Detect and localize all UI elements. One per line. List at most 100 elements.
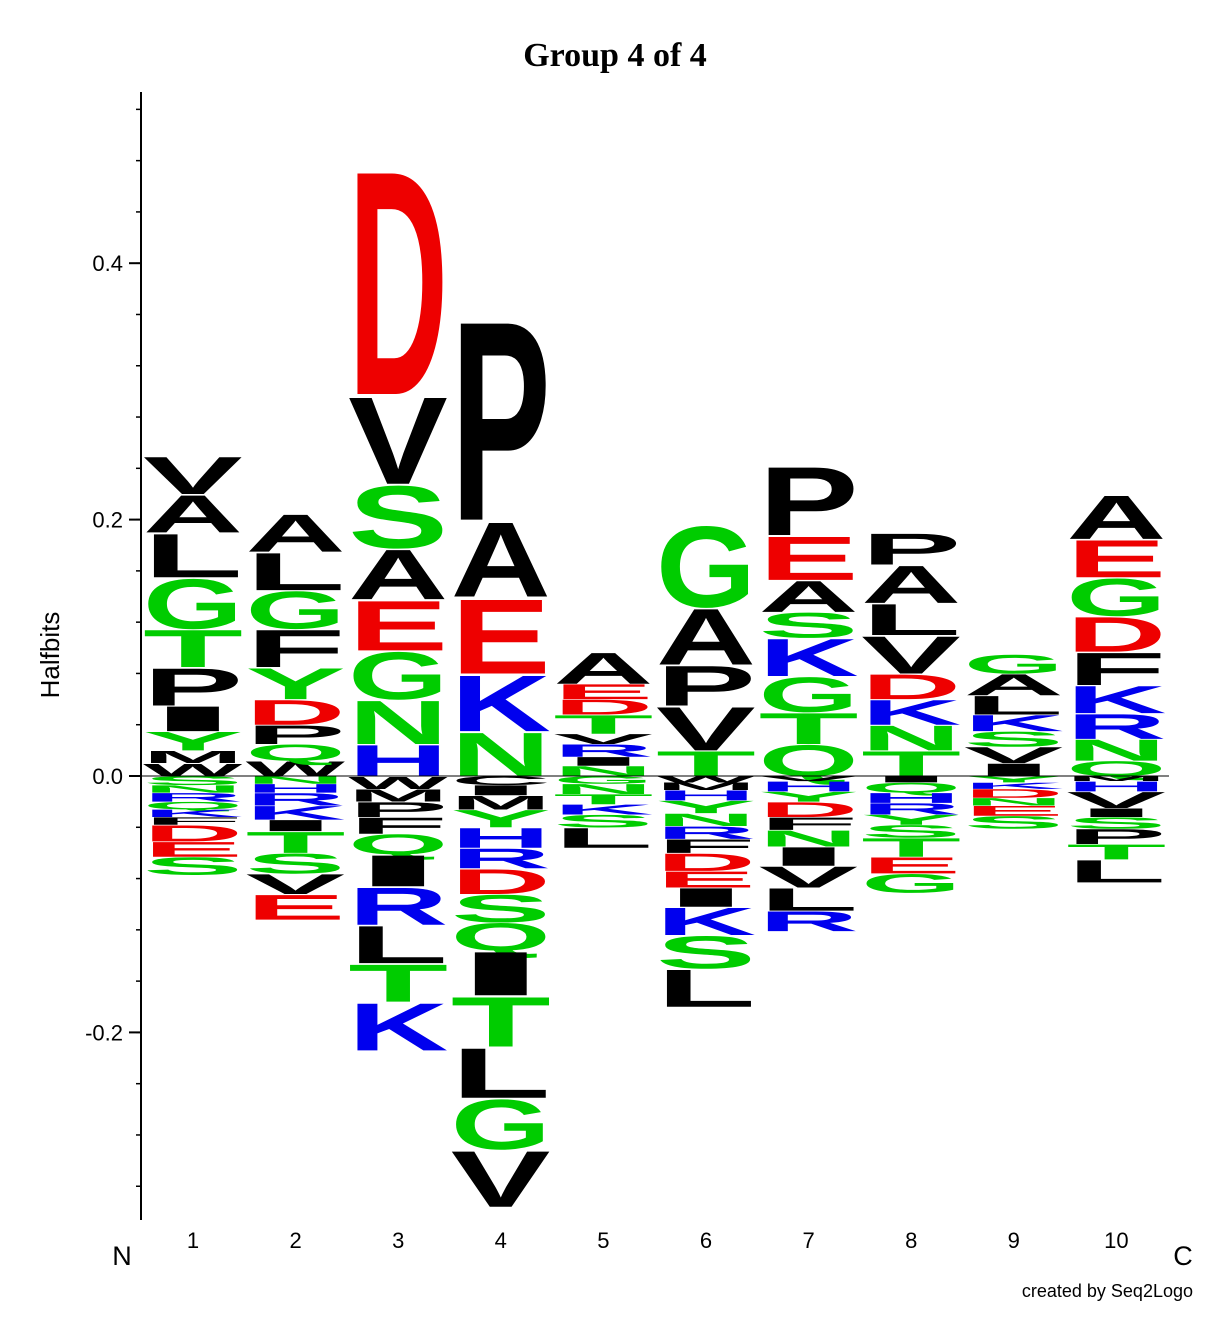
- logo-letter-G: G: [1066, 567, 1166, 627]
- logo-letter-H: H: [861, 790, 961, 806]
- credit-text: created by Seq2Logo: [1022, 1281, 1193, 1301]
- logo-letter-T: T: [553, 710, 653, 740]
- logo-letter-Y: Y: [964, 774, 1064, 784]
- logo-letter-N: N: [861, 718, 961, 758]
- logo-letter-I: I: [964, 760, 1064, 780]
- logo-letter-F: F: [246, 619, 346, 679]
- logo-letter-H: H: [348, 736, 448, 786]
- y-tick-label: 0.0: [92, 764, 123, 789]
- logo-letter-V: V: [759, 860, 859, 894]
- logo-letter-P: P: [759, 446, 859, 556]
- logo-letter-I: I: [1066, 806, 1166, 820]
- x-tick-label: 6: [700, 1228, 712, 1253]
- logo-letter-R: R: [1066, 707, 1166, 747]
- logo-letter-D: D: [861, 667, 961, 707]
- logo-letter-I: I: [348, 846, 448, 896]
- logo-letter-A: A: [759, 572, 859, 622]
- logo-letter-E: E: [143, 837, 243, 861]
- logo-letter-P: P: [656, 654, 756, 718]
- logo-letter-D: D: [759, 798, 859, 822]
- logo-letter-H: H: [656, 787, 756, 803]
- logo-letter-G: G: [861, 868, 961, 898]
- logo-letter-M: M: [348, 786, 448, 806]
- logo-letter-K: K: [451, 659, 551, 748]
- logo-letter-K: K: [1066, 678, 1166, 722]
- logo-letter-Q: Q: [861, 780, 961, 796]
- logo-letter-S: S: [246, 848, 346, 880]
- logo-letter-L: L: [143, 521, 243, 590]
- logo-letter-S: S: [143, 774, 243, 788]
- logo-letter-D: D: [348, 106, 448, 463]
- x-tick-label: 5: [597, 1228, 609, 1253]
- logo-letter-D: D: [656, 849, 756, 877]
- logo-letter-P: P: [1066, 825, 1166, 849]
- logo-letter-H: H: [451, 822, 551, 854]
- logo-letter-T: T: [553, 791, 653, 807]
- logo-letter-S: S: [964, 727, 1064, 751]
- logo-letter-A: A: [143, 485, 243, 545]
- logo-letter-Y: Y: [451, 805, 551, 833]
- logo-letter-S: S: [861, 821, 961, 841]
- logo-letter-G: G: [143, 565, 243, 645]
- logo-letter-N: N: [656, 810, 756, 830]
- logo-letter-F: F: [656, 835, 756, 857]
- logo-letter-S: S: [348, 468, 448, 568]
- logo-letter-H: H: [759, 779, 859, 795]
- logo-letter-R: R: [759, 906, 859, 938]
- logo-letter-S: S: [451, 887, 551, 931]
- logo-letter-S: S: [553, 811, 653, 831]
- logo-letter-G: G: [246, 580, 346, 640]
- logo-letter-V: V: [246, 868, 346, 900]
- logo-letter-A: A: [451, 501, 551, 620]
- logo-letter-G: G: [348, 638, 448, 714]
- logo-letter-T: T: [1066, 840, 1166, 864]
- logo-letter-A: A: [553, 643, 653, 693]
- logo-letter-Y: Y: [759, 789, 859, 805]
- logo-letter-K: K: [348, 990, 448, 1066]
- logo-letter-R: R: [143, 790, 243, 804]
- logo-letter-I: I: [656, 883, 756, 913]
- logo-letter-E: E: [451, 577, 551, 697]
- logo-letter-R: R: [348, 877, 448, 937]
- logo-letter-R: R: [656, 823, 756, 843]
- logo-letter-E: E: [656, 867, 756, 893]
- logo-letter-M: M: [451, 792, 551, 814]
- logo-letter-N: N: [143, 783, 243, 795]
- logo-letter-M: M: [1066, 775, 1166, 783]
- logo-letter-R: R: [861, 800, 961, 818]
- logo-letter-W: W: [143, 760, 243, 780]
- logo-letter-A: A: [964, 668, 1064, 702]
- logo-letter-K: K: [861, 693, 961, 733]
- logo-letter-I: I: [246, 817, 346, 835]
- logo-letter-A: A: [656, 592, 756, 681]
- logo-letter-V: V: [1066, 787, 1166, 813]
- logo-letter-L: L: [246, 542, 346, 602]
- logo-letter-E: E: [553, 680, 653, 704]
- logo-letter-M: M: [656, 781, 756, 793]
- logo-letter-T: T: [656, 744, 756, 784]
- logo-letter-N: N: [1066, 733, 1166, 767]
- logo-letter-W: W: [348, 773, 448, 793]
- x-tick-label: 4: [495, 1228, 507, 1253]
- logo-letter-I: I: [553, 754, 653, 768]
- logo-letter-V: V: [553, 731, 653, 747]
- logo-letter-Y: Y: [143, 726, 243, 756]
- logo-letter-N: N: [348, 688, 448, 758]
- logo-letter-N: N: [553, 763, 653, 779]
- logo-letter-L: L: [451, 1033, 551, 1113]
- logo-letter-A: A: [246, 504, 346, 564]
- logo-letter-V: V: [964, 742, 1064, 768]
- logo-letters: WMYIPTGLAVSNRQKFDESWQPDYFGLANHRKITSVEHNG…: [141, 106, 1169, 1224]
- logo-letter-T: T: [348, 953, 448, 1013]
- logo-letter-K: K: [656, 900, 756, 944]
- logo-letter-P: P: [451, 263, 551, 581]
- logo-letter-D: D: [1066, 607, 1166, 663]
- y-tick-label: 0.4: [92, 251, 123, 276]
- logo-letter-C: C: [451, 774, 551, 788]
- logo-letter-V: V: [348, 372, 448, 511]
- logo-letter-T: T: [451, 982, 551, 1062]
- logo-letter-T: T: [759, 704, 859, 754]
- y-tick-label: 0.2: [92, 508, 123, 533]
- logo-letter-H: H: [246, 781, 346, 795]
- logo-letter-Q: Q: [143, 800, 243, 812]
